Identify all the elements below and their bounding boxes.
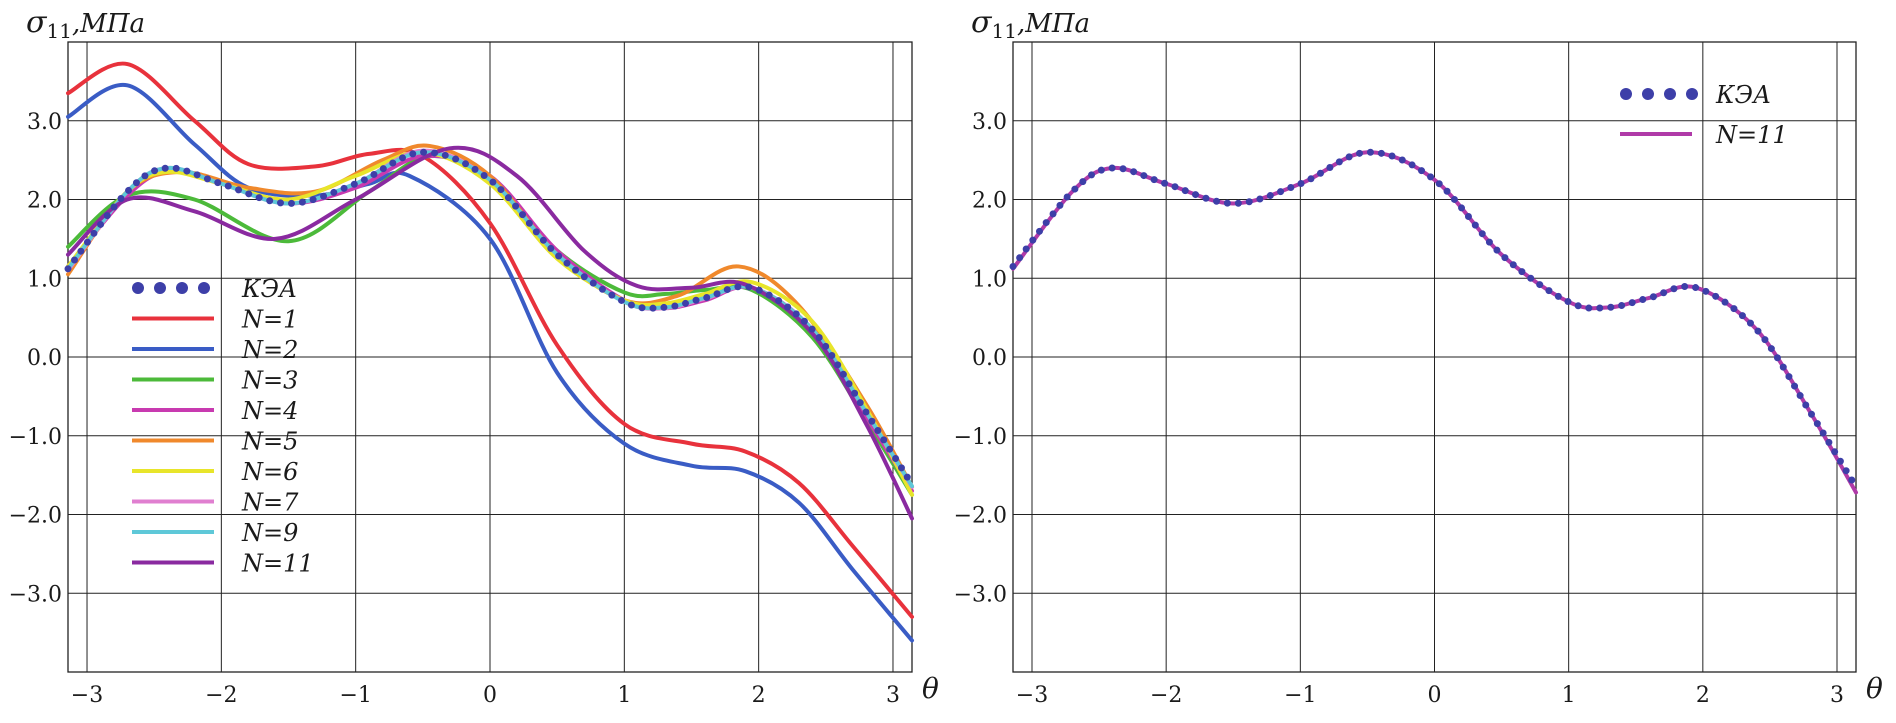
y-tick-label: 1.0 <box>972 267 1007 292</box>
y-tick-label: 0.0 <box>27 346 62 371</box>
y-tick-label: 1.0 <box>27 267 62 292</box>
y-tick-label: −1.0 <box>954 425 1007 450</box>
legend-label: N=11 <box>241 550 314 578</box>
x-axis-label: θ <box>922 672 939 705</box>
chart-1: 3.0 2.0 1.0 0.0 −1.0 −2.0 −3.0 −3 −2 −1 0 1 2 3 σ11,МП… <box>9 5 939 708</box>
legend: КЭА N=1N=2 N=3N=4 N=5N=6 N=7N=9 N=11 <box>132 275 314 578</box>
legend-marker <box>176 282 188 294</box>
y-tick-label: −3.0 <box>954 582 1007 607</box>
plot-frame <box>67 41 913 673</box>
legend-label: N=6 <box>241 458 298 486</box>
y-axis-label: σ11,МПа <box>971 5 1090 43</box>
series-n1 <box>66 61 914 619</box>
legend-label: N=1 <box>241 306 298 334</box>
chart-2: 3.0 2.0 1.0 0.0 −1.0 −2.0 −3.0 −3 −2 −1 0 1 2 3 σ11,МП… <box>954 5 1883 708</box>
series-kea <box>1009 148 1860 491</box>
legend-label: N=7 <box>241 489 299 517</box>
x-tick-label: −1 <box>1284 683 1316 708</box>
plot-frame <box>1012 41 1857 673</box>
y-tick-label: −1.0 <box>9 425 62 450</box>
y-tick-label: −2.0 <box>954 504 1007 529</box>
y-tick-label: 3.0 <box>972 110 1007 135</box>
x-tick-label: 0 <box>1428 683 1442 708</box>
legend-label: N=5 <box>241 428 298 456</box>
legend: КЭА N=11 <box>1620 81 1788 149</box>
x-axis-label: θ <box>1866 672 1883 705</box>
x-tick-label: −2 <box>1150 683 1182 708</box>
x-tick-label: −3 <box>1016 683 1048 708</box>
legend-marker <box>1642 88 1654 100</box>
legend-label: КЭА <box>241 275 297 303</box>
series-n11 <box>66 145 914 521</box>
x-tick-label: 3 <box>886 683 900 708</box>
legend-label: N=3 <box>241 367 298 395</box>
y-axis-label: σ11,МПа <box>26 5 145 43</box>
x-tick-label: 3 <box>1830 683 1844 708</box>
legend-label: N=9 <box>241 519 298 547</box>
x-tick-label: −2 <box>205 683 237 708</box>
legend-marker <box>132 282 144 294</box>
y-tick-label: 2.0 <box>972 189 1007 214</box>
y-tick-label: −3.0 <box>9 582 62 607</box>
legend-marker <box>154 282 166 294</box>
x-tick-label: 1 <box>1562 683 1576 708</box>
x-tick-label: 2 <box>752 683 766 708</box>
series-n2 <box>66 83 914 643</box>
y-tick-label: 2.0 <box>27 189 62 214</box>
legend-label: N=11 <box>1715 121 1788 149</box>
legend-label: КЭА <box>1715 81 1771 109</box>
x-tick-label: 2 <box>1696 683 1710 708</box>
legend-marker <box>1664 88 1676 100</box>
y-tick-label: 3.0 <box>27 110 62 135</box>
x-tick-label: −3 <box>71 683 103 708</box>
legend-label: N=2 <box>241 336 298 364</box>
legend-marker <box>1686 88 1698 100</box>
x-tick-label: −1 <box>339 683 371 708</box>
y-tick-label: −2.0 <box>9 504 62 529</box>
series-kea <box>64 148 916 489</box>
legend-marker <box>198 282 210 294</box>
y-tick-label: 0.0 <box>972 346 1007 371</box>
legend-label: N=4 <box>241 397 298 425</box>
x-tick-label: 0 <box>483 683 497 708</box>
legend-marker <box>1620 88 1632 100</box>
x-tick-label: 1 <box>617 683 631 708</box>
